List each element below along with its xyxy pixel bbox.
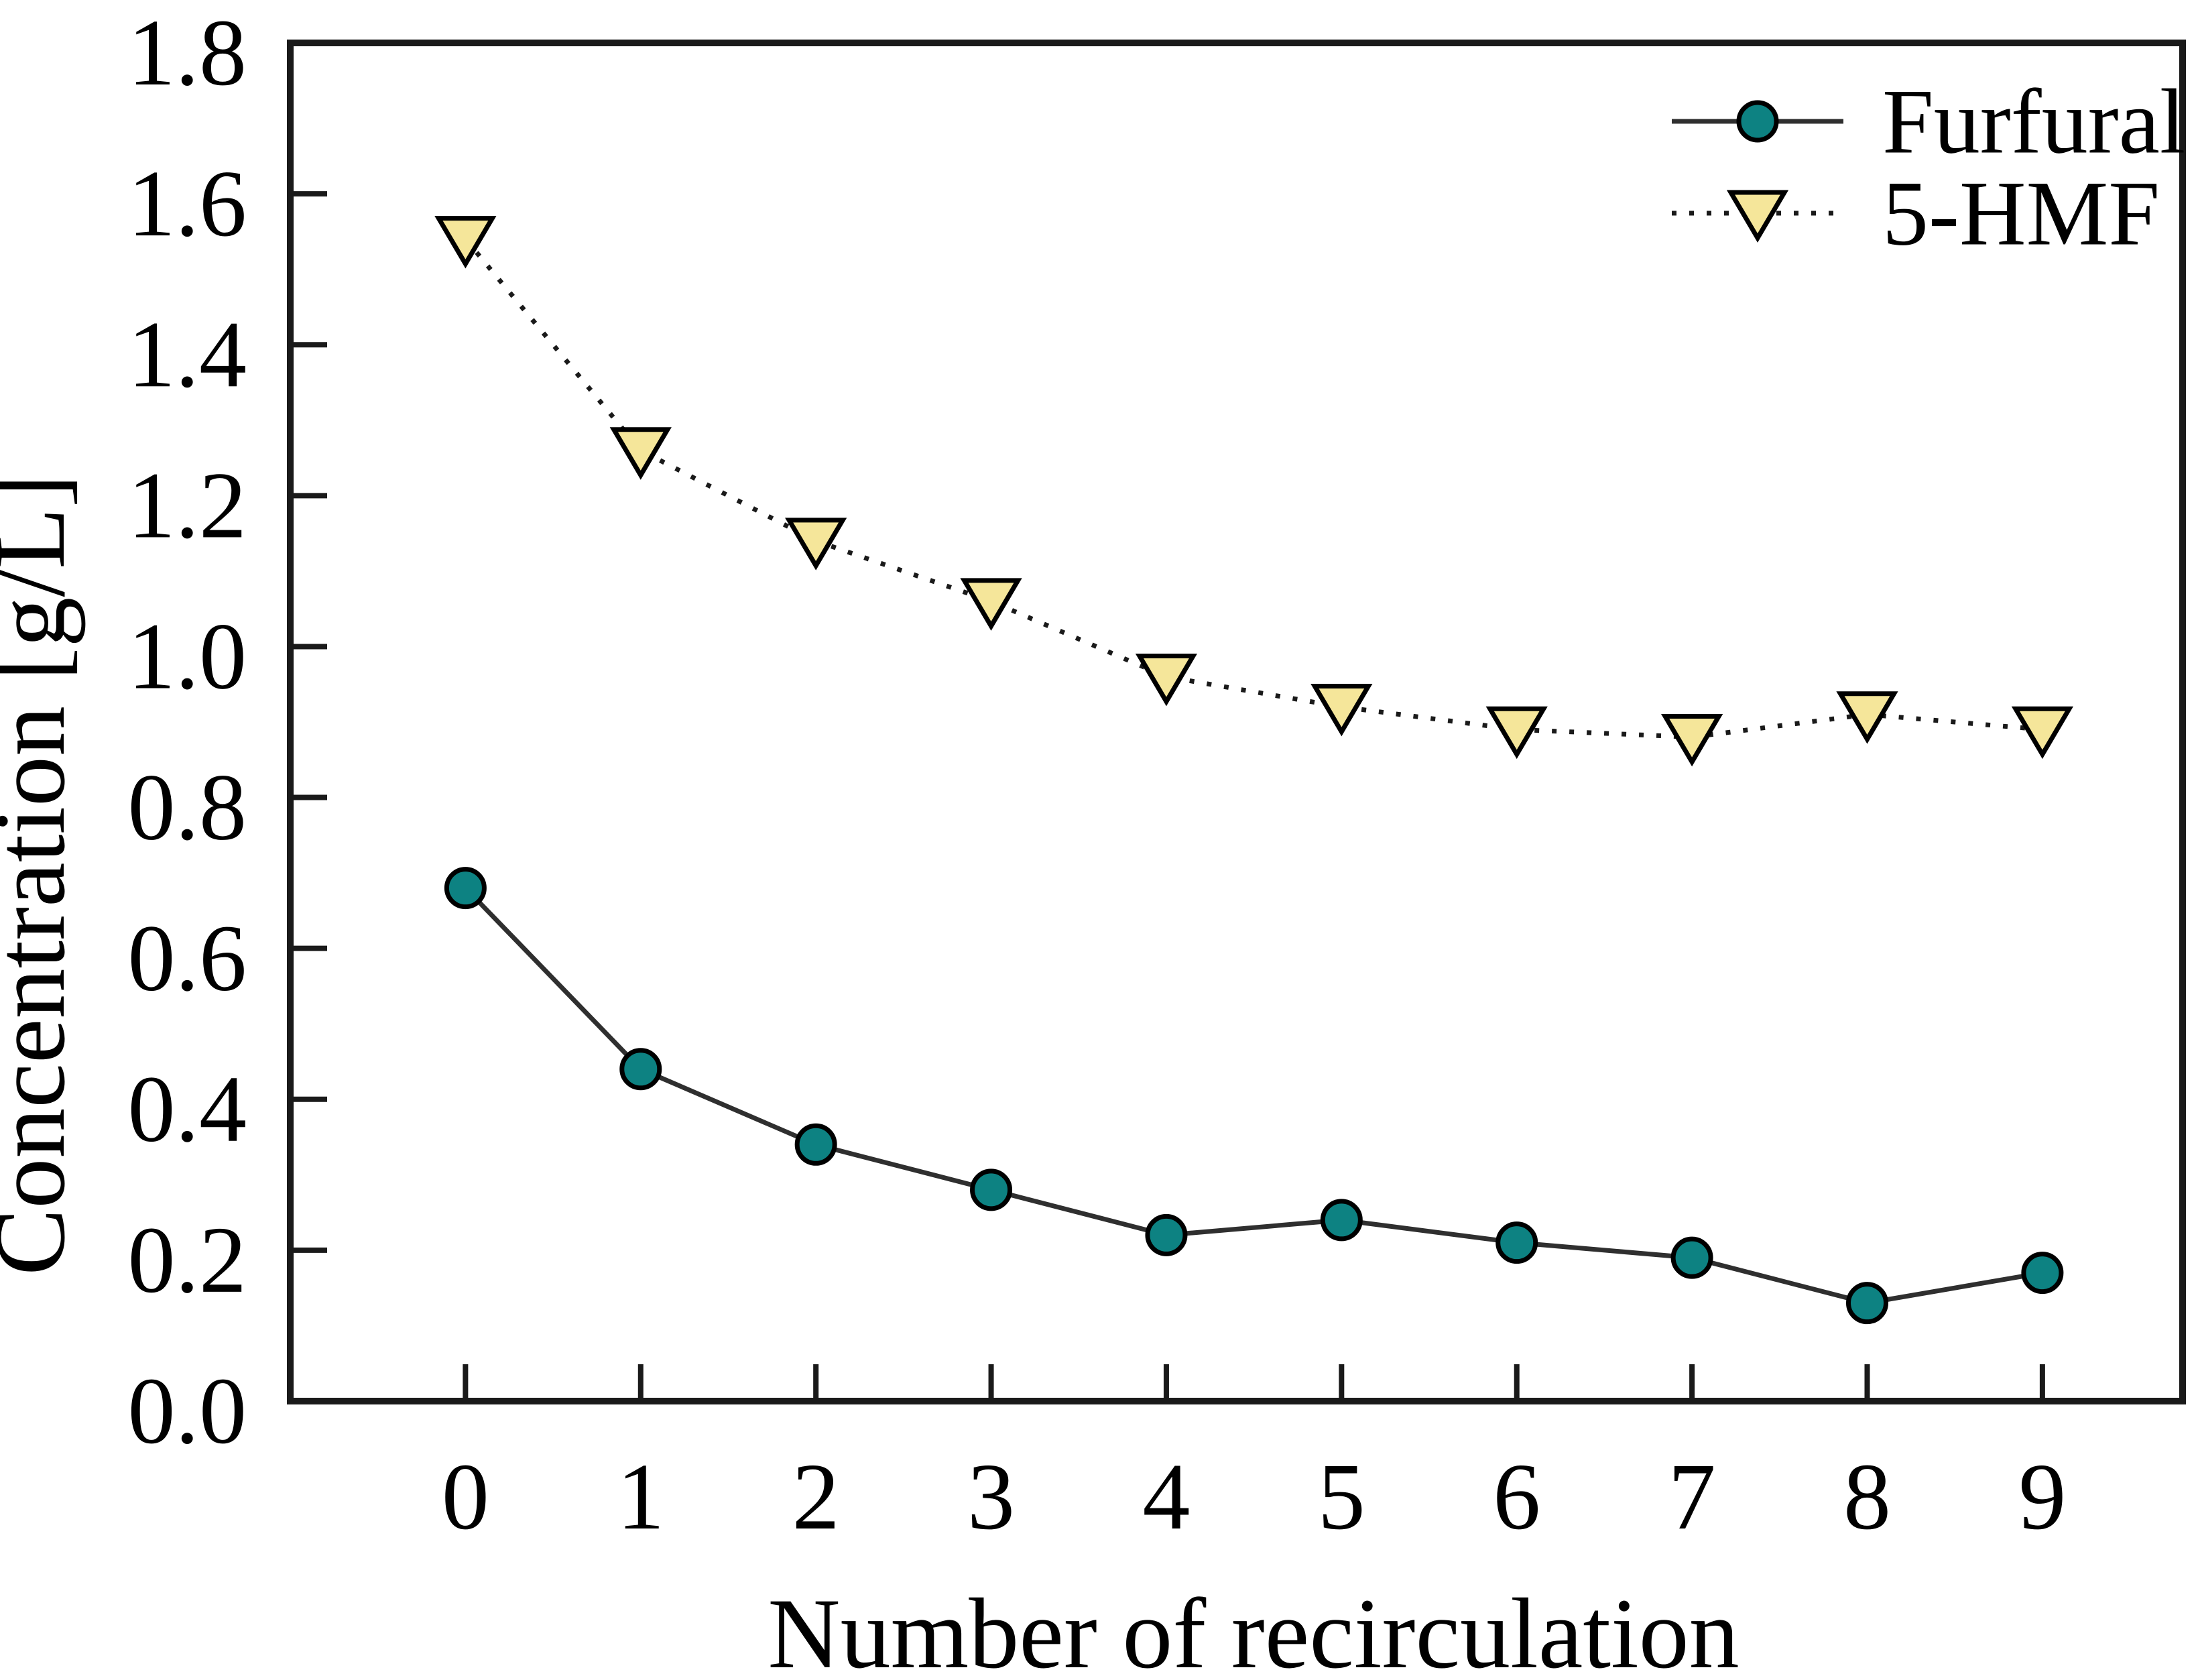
5-hmf-triangle-marker [1836,691,1898,744]
furfural-circle-marker [970,1168,1013,1211]
x-tick-label: 6 [1493,1443,1540,1549]
plot-area: 0.0 0.2 0.4 0.6 0.8 1.0 1.2 1.4 1.6 1.8 0 1 2 3 4 5 6 7 8 9 [128,0,2186,1549]
x-tick-label: 4 [1142,1443,1190,1549]
x-tick-label: 3 [967,1443,1015,1549]
x-tick-label: 1 [617,1443,664,1549]
x-tick-label: 7 [1668,1443,1716,1549]
5-hmf-line [463,237,2043,740]
furfural-circle-marker [1846,1282,1888,1325]
furfural-circle-marker [794,1123,837,1166]
5-hmf-triangle-marker [1310,683,1373,737]
5-hmf-triangle-marker [1485,706,1548,760]
legend-label-furfural: Furfural [1882,70,2185,173]
legend: Furfural 5-HMF [1882,70,2185,265]
y-tick-label: 0.0 [128,1358,247,1463]
furfural-circle-marker [1495,1221,1538,1264]
furfural-circle-marker [1145,1213,1188,1256]
furfural-line [463,886,2043,1306]
y-tick-label: 1.8 [128,0,247,105]
legend-circle-marker [1736,100,1779,143]
y-tick-label: 0.8 [128,754,247,860]
5-hmf-triangle-marker [434,216,497,269]
x-tick-label: 0 [442,1443,489,1549]
5-hmf-triangle-marker [960,578,1022,631]
y-tick-label: 1.4 [128,301,247,407]
x-tick-label: 2 [792,1443,840,1549]
furfural-circle-marker [2021,1252,2064,1295]
y-tick-label: 1.2 [128,452,247,558]
y-tick-label: 0.4 [128,1056,247,1162]
y-tick-label: 1.6 [128,150,247,256]
5-hmf-triangle-marker [1135,653,1198,707]
y-axis-title: Concentration [g/L] [0,474,86,1275]
x-tick-label: 8 [1843,1443,1891,1549]
5-hmf-triangle-marker [609,427,672,480]
legend-triangle-marker [1726,190,1789,243]
plot-frame [287,40,2186,1404]
5-hmf-triangle-marker [2011,706,2074,760]
5-hmf-triangle-marker [785,518,847,571]
5-hmf-triangle-marker [1660,714,1723,767]
furfural-circle-marker [1320,1199,1363,1242]
furfural-circle-marker [444,867,487,910]
furfural-circle-marker [619,1048,662,1091]
y-tick-label: 0.6 [128,905,247,1011]
furfural-circle-marker [1670,1236,1713,1279]
y-tick-label: 0.2 [128,1207,247,1313]
x-axis-title: Number of recirculation [768,1578,1739,1680]
y-tick-label: 1.0 [128,603,247,709]
x-tick-label: 5 [1318,1443,1365,1549]
legend-label-5hmf: 5-HMF [1882,162,2160,265]
x-tick-label: 9 [2018,1443,2066,1549]
